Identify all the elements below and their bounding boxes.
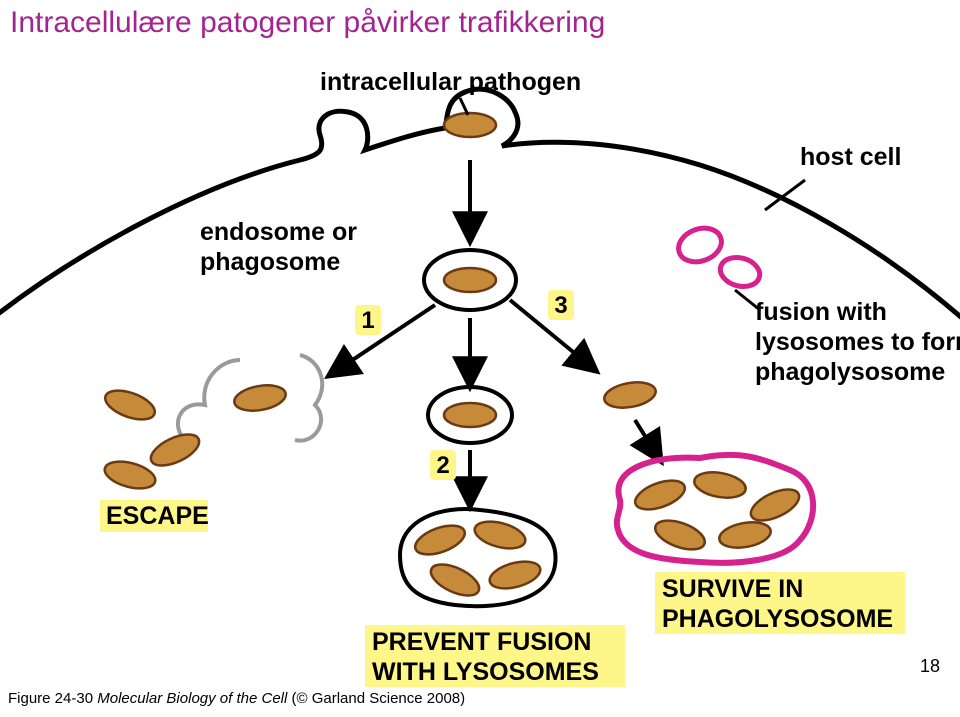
lyso1 bbox=[674, 222, 726, 267]
svg-text:1: 1 bbox=[361, 307, 374, 334]
lyso2 bbox=[717, 253, 763, 290]
pv-bac1 bbox=[411, 520, 468, 560]
fus2: lysosomes to form bbox=[755, 328, 960, 356]
hostcell-label: host cell bbox=[800, 143, 901, 171]
pathogen-mid bbox=[444, 403, 496, 427]
pl-b4 bbox=[651, 515, 708, 555]
prevent-label: PREVENT FUSION WITH LYSOSOMES bbox=[365, 625, 625, 687]
pv-bac4 bbox=[487, 557, 543, 594]
svg-text:ESCAPE: ESCAPE bbox=[106, 502, 209, 530]
intracellular-label: intracellular pathogen bbox=[320, 68, 581, 96]
endo-label1: endosome or bbox=[200, 218, 357, 246]
pl-b2 bbox=[692, 469, 747, 502]
badge-3: 3 bbox=[548, 290, 574, 320]
arrow-1 bbox=[330, 305, 435, 375]
svg-text:2: 2 bbox=[436, 452, 449, 479]
survive-label: SURVIVE IN PHAGOLYSOSOME bbox=[655, 572, 905, 634]
pl-b3 bbox=[746, 483, 803, 527]
page-title: Intracellulære patogener påvirker trafik… bbox=[10, 6, 605, 40]
free-bac-1 bbox=[101, 385, 158, 425]
escape-label: ESCAPE bbox=[100, 500, 209, 532]
free-bac-3 bbox=[102, 457, 158, 494]
svg-text:PREVENT FUSION: PREVENT FUSION bbox=[372, 628, 591, 656]
figure-caption: Figure 24-30 Molecular Biology of the Ce… bbox=[8, 690, 465, 707]
svg-text:SURVIVE IN: SURVIVE IN bbox=[662, 575, 803, 603]
badge-1: 1 bbox=[355, 305, 381, 335]
badge-2: 2 bbox=[430, 450, 456, 480]
pv-bac2 bbox=[472, 517, 528, 554]
arrow-3b bbox=[635, 420, 660, 460]
pl-b1 bbox=[631, 475, 688, 515]
pathogen-endosome bbox=[444, 268, 496, 292]
pl-b5 bbox=[717, 519, 772, 552]
free-bac-2 bbox=[146, 428, 203, 472]
endo-label2: phagosome bbox=[200, 248, 340, 276]
pv-bac3 bbox=[426, 558, 483, 602]
pathogen-entry bbox=[444, 113, 496, 137]
svg-text:WITH LYSOSOMES: WITH LYSOSOMES bbox=[372, 658, 599, 686]
svg-text:PHAGOLYSOSOME: PHAGOLYSOSOME bbox=[662, 605, 893, 633]
fus1: fusion with bbox=[755, 298, 887, 326]
svg-text:3: 3 bbox=[554, 292, 567, 319]
fus3: phagolysosome bbox=[755, 358, 945, 386]
escape-group bbox=[178, 355, 322, 441]
p3-bac bbox=[602, 379, 657, 412]
page-number: 18 bbox=[920, 656, 940, 677]
